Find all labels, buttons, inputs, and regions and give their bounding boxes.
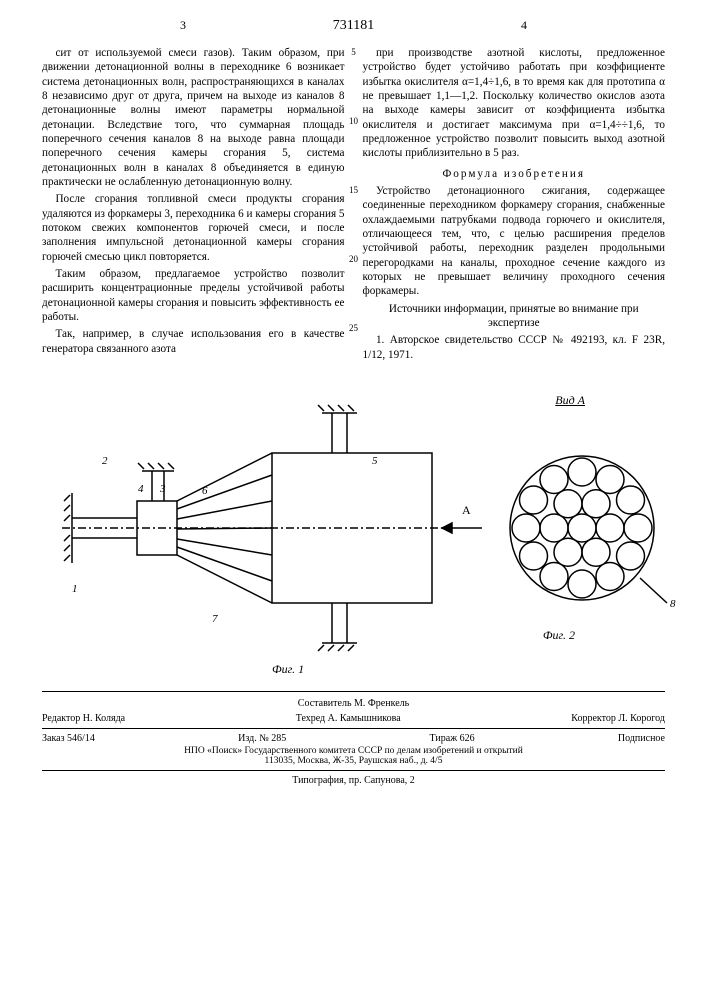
patent-number: 731181: [42, 18, 665, 34]
publisher-org: НПО «Поиск» Государственного комитета СС…: [42, 746, 665, 756]
right-column: при производстве азотной кислоты, предло…: [363, 46, 666, 365]
fig1-label: Фиг. 1: [272, 662, 304, 677]
body-text: сит от используемой смеси газов). Таким …: [42, 46, 345, 189]
callout-5: 5: [372, 455, 378, 467]
callout-2: 2: [102, 455, 108, 467]
editor: Редактор Н. Коляда: [42, 713, 125, 724]
callout-7: 7: [212, 613, 218, 625]
fig2-label: Фиг. 2: [543, 628, 575, 643]
left-column: сит от используемой смеси газов). Таким …: [42, 46, 345, 365]
subscription: Подписное: [618, 733, 665, 744]
colophon: Составитель М. Френкель Редактор Н. Коля…: [42, 691, 665, 771]
body-text: Таким образом, предлагаемое устройство п…: [42, 267, 345, 324]
edition-number: Изд. № 285: [238, 733, 286, 744]
line-numbers: 5 10 15 20 25: [349, 48, 358, 393]
tech-editor: Техред А. Камышникова: [296, 713, 401, 724]
column-number-left: 3: [180, 18, 186, 33]
body-text: при производстве азотной кислоты, предло…: [363, 46, 666, 161]
column-number-right: 4: [521, 18, 527, 33]
figure-drawings: [42, 383, 682, 673]
publisher-address: 113035, Москва, Ж-35, Раушская наб., д. …: [42, 756, 665, 766]
callout-8: 8: [670, 598, 676, 610]
view-label-a: Вид А: [555, 393, 585, 408]
body-text: Так, например, в случае использования ег…: [42, 327, 345, 356]
arrow-a-label: А: [462, 503, 471, 518]
callout-4: 4: [138, 483, 144, 495]
sources-title: Источники информации, принятые во вниман…: [363, 302, 666, 331]
body-text: После сгорания топливной смеси продукты …: [42, 192, 345, 264]
callout-3: 3: [160, 483, 166, 495]
callout-1: 1: [72, 583, 78, 595]
claim-text: Устройство детонационного сжигания, соде…: [363, 184, 666, 299]
composer: Составитель М. Френкель: [42, 696, 665, 711]
print-run: Тираж 626: [430, 733, 475, 744]
callout-6: 6: [202, 485, 208, 497]
typography: Типография, пр. Сапунова, 2: [42, 775, 665, 786]
order-number: Заказ 546/14: [42, 733, 95, 744]
figures-area: Вид А А 1 2 3 4 5 6 7 8 Фиг. 1 Фиг. 2: [42, 383, 665, 683]
claims-title: Формула изобретения: [363, 167, 666, 181]
corrector: Корректор Л. Корогод: [571, 713, 665, 724]
source-item: 1. Авторское свидетельство СССР № 492193…: [363, 333, 666, 362]
